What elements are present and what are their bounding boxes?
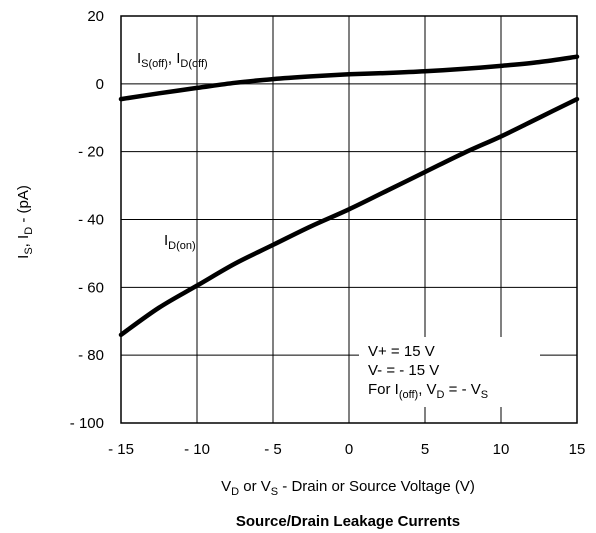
series-on-current-line (118, 96, 580, 338)
data-curves (118, 54, 580, 338)
ylabel-b-sub: D (23, 227, 35, 235)
xlabel-a-sub: D (231, 486, 239, 498)
x-tick-label: 5 (421, 441, 429, 458)
xlabel-b-sub: S (271, 486, 278, 498)
cond3-b-sub: D (437, 389, 445, 401)
ylabel-a: I (15, 255, 32, 259)
conditions-line-2: V- = - 15 V (368, 362, 439, 379)
y-tick-labels: 20 0 - 20 - 40 - 60 - 80 - 100 (70, 8, 104, 432)
ylabel-c: - (pA) (15, 185, 32, 227)
ylabel-b: , I (15, 235, 32, 248)
conditions-box (359, 337, 540, 407)
y-tick-label: - 80 (78, 347, 104, 364)
y-tick-label: - 60 (78, 279, 104, 296)
x-tick-label: - 5 (264, 441, 282, 458)
plot-frame (120, 15, 578, 424)
y-tick-label: 20 (87, 8, 104, 25)
y-tick-label: - 20 (78, 144, 104, 161)
cond3-c-sub: S (481, 389, 488, 401)
conditions-line-3: For I(off), VD = - VS (368, 381, 488, 401)
off-label-b: , I (168, 50, 181, 67)
y-tick-label: 0 (96, 76, 104, 93)
off-label-b-sub: D(off) (180, 58, 207, 70)
x-tick-labels: - 15 - 10 - 5 0 5 10 15 (108, 441, 585, 458)
cond3-c: = - V (445, 381, 481, 398)
cond3-a: For I (368, 381, 399, 398)
label-off-current: IS(off), ID(off) (137, 50, 208, 70)
x-tick-label: 15 (569, 441, 586, 458)
series-off-current-line (118, 54, 580, 102)
off-label-a-sub: S(off) (141, 58, 168, 70)
y-axis-label: IS, ID - (pA) (15, 185, 35, 259)
x-tick-label: 0 (345, 441, 353, 458)
x-tick-label: - 10 (184, 441, 210, 458)
chart-title: Source/Drain Leakage Currents (236, 513, 460, 530)
xlabel-a: V (221, 478, 231, 495)
conditions-line-1: V+ = 15 V (368, 343, 435, 360)
x-axis-label: VD or VS - Drain or Source Voltage (V) (221, 478, 475, 498)
on-label-a: I (164, 232, 168, 249)
y-tick-label: - 100 (70, 415, 104, 432)
y-tick-label: - 40 (78, 212, 104, 229)
x-tick-label: 10 (493, 441, 510, 458)
x-tick-label: - 15 (108, 441, 134, 458)
label-on-current: ID(on) (164, 232, 196, 252)
off-label-a: I (137, 50, 141, 67)
cond3-a-sub: (off) (399, 389, 418, 401)
xlabel-b: or V (239, 478, 271, 495)
ylabel-a-sub: S (23, 247, 35, 254)
cond3-b: , V (418, 381, 436, 398)
xlabel-c: - Drain or Source Voltage (V) (278, 478, 475, 495)
on-label-a-sub: D(on) (168, 240, 196, 252)
